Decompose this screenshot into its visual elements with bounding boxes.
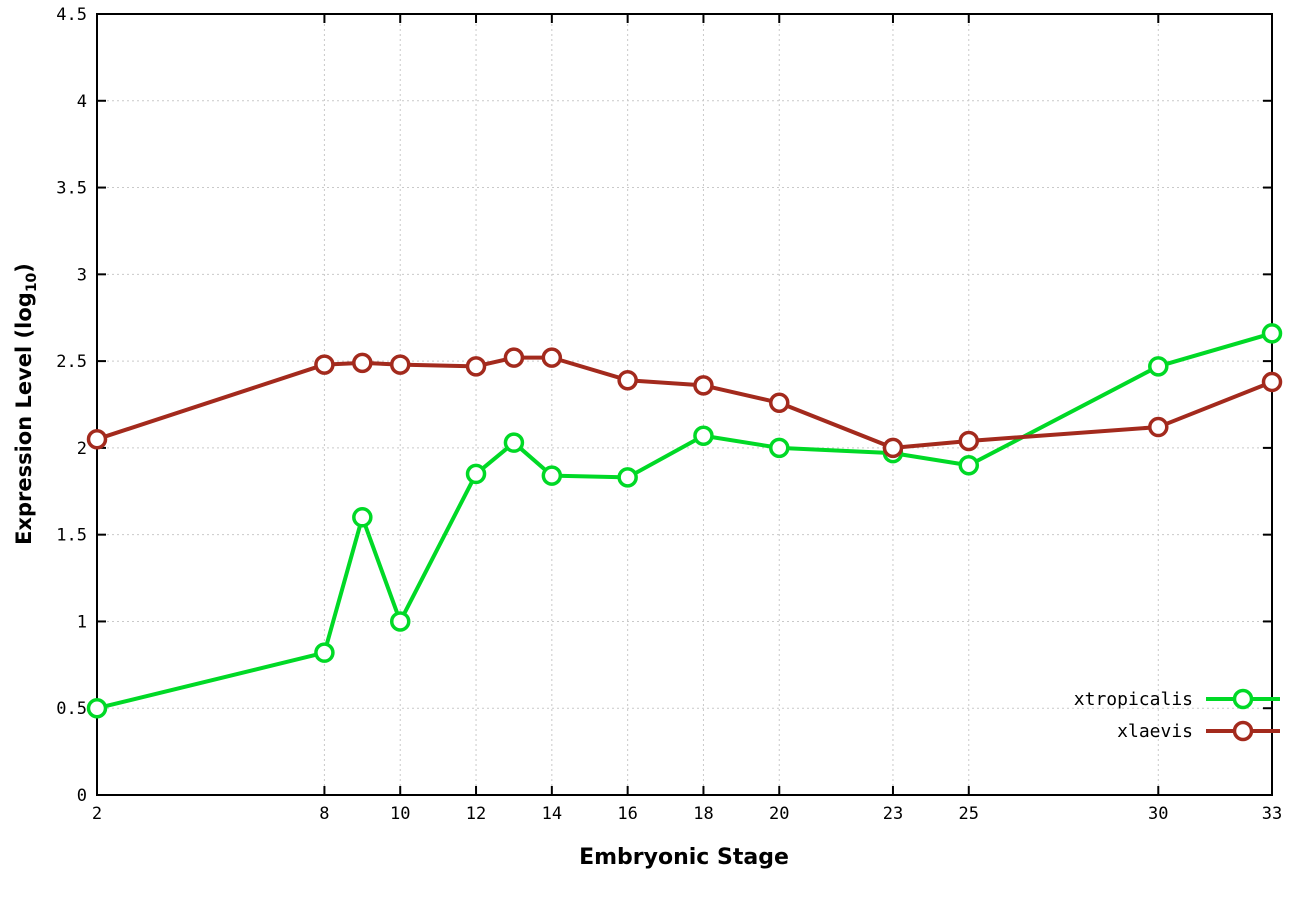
y-tick-label: 1 bbox=[77, 612, 87, 632]
data-point-xlaevis bbox=[86, 428, 108, 450]
x-tick-label: 30 bbox=[1148, 804, 1168, 824]
y-axis-label-subscript: 10 bbox=[24, 272, 41, 293]
data-point-xlaevis bbox=[1261, 371, 1283, 393]
x-tick-label: 23 bbox=[883, 804, 903, 824]
legend-label-xlaevis: xlaevis bbox=[1117, 720, 1193, 742]
legend-label-xtropicalis: xtropicalis bbox=[1073, 688, 1193, 710]
data-point-xlaevis bbox=[541, 347, 563, 368]
y-tick-label: 4 bbox=[77, 92, 87, 112]
y-tick-label: 1.5 bbox=[56, 526, 87, 546]
x-tick-label: 25 bbox=[959, 804, 979, 824]
data-point-xtropicalis bbox=[389, 611, 411, 632]
data-point-xlaevis bbox=[465, 356, 487, 377]
legend-marker-xlaevis bbox=[1206, 720, 1280, 742]
y-tick-label: 4.5 bbox=[56, 5, 87, 25]
y-axis-label: Expression Level (log10) bbox=[12, 263, 40, 545]
y-axis-label-suffix: ) bbox=[11, 263, 36, 273]
data-point-xtropicalis bbox=[617, 467, 638, 488]
data-point-xtropicalis bbox=[352, 507, 373, 528]
data-point-xlaevis bbox=[882, 437, 904, 459]
legend-item: xtropicalis bbox=[1074, 687, 1283, 711]
data-point-xtropicalis bbox=[1148, 356, 1169, 377]
y-tick-label: 2 bbox=[77, 439, 87, 459]
data-point-xlaevis bbox=[314, 354, 335, 375]
x-tick-label: 18 bbox=[693, 804, 713, 824]
data-point-xlaevis bbox=[1148, 416, 1169, 438]
data-point-xlaevis bbox=[693, 375, 714, 396]
x-tick-label: 16 bbox=[617, 804, 637, 824]
x-tick-label: 12 bbox=[466, 804, 486, 824]
data-point-xtropicalis bbox=[693, 425, 714, 446]
x-tick-label: 2 bbox=[92, 804, 102, 824]
x-tick-label: 33 bbox=[1262, 804, 1282, 824]
data-point-xlaevis bbox=[617, 369, 638, 391]
data-point-xtropicalis bbox=[958, 454, 980, 476]
data-point-xlaevis bbox=[503, 347, 525, 368]
data-point-xtropicalis bbox=[1261, 323, 1283, 344]
data-point-xtropicalis bbox=[465, 463, 487, 485]
data-point-xtropicalis bbox=[314, 642, 335, 663]
y-tick-label: 2.5 bbox=[56, 352, 87, 372]
y-tick-label: 0.5 bbox=[56, 699, 87, 719]
y-tick-label: 3.5 bbox=[56, 179, 87, 199]
data-point-xlaevis bbox=[769, 392, 790, 414]
x-axis-label: Embryonic Stage bbox=[579, 845, 789, 870]
data-point-xlaevis bbox=[958, 430, 980, 452]
data-point-xtropicalis bbox=[541, 465, 563, 486]
data-point-xtropicalis bbox=[503, 432, 525, 453]
legend-item: xlaevis bbox=[1117, 719, 1283, 743]
x-tick-label: 10 bbox=[390, 804, 410, 824]
legend: xtropicalis xlaevis bbox=[1074, 687, 1283, 743]
data-point-xlaevis bbox=[389, 354, 411, 375]
x-tick-label: 14 bbox=[542, 804, 562, 824]
series-line-xlaevis bbox=[95, 355, 1274, 450]
series-line-xtropicalis bbox=[95, 331, 1274, 711]
data-point-xtropicalis bbox=[86, 697, 108, 719]
legend-marker-xtropicalis bbox=[1206, 688, 1280, 710]
x-tick-label: 20 bbox=[769, 804, 789, 824]
y-tick-label: 0 bbox=[77, 786, 87, 806]
y-tick-label: 3 bbox=[77, 265, 87, 285]
data-point-xlaevis bbox=[352, 352, 373, 374]
data-point-xtropicalis bbox=[769, 437, 790, 459]
y-axis-label-text: Expression Level (log bbox=[11, 292, 36, 545]
x-tick-label: 8 bbox=[319, 804, 329, 824]
